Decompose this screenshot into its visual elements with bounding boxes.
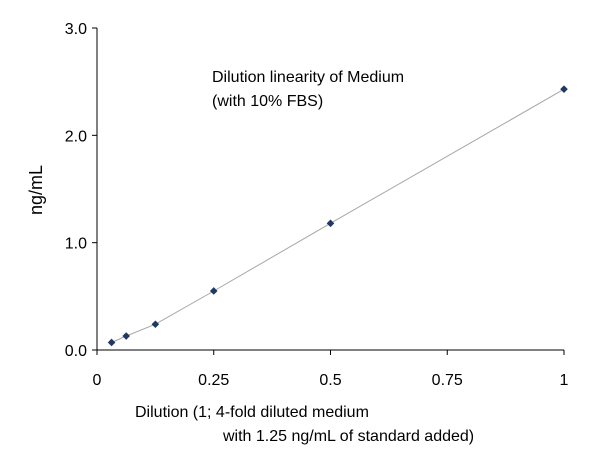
data-point	[122, 332, 130, 340]
y-axis-title: ng/mL	[26, 165, 46, 215]
x-tick-label: 0	[93, 372, 102, 389]
x-axis-title-line-1: Dilution (1; 4-fold diluted medium	[135, 404, 369, 421]
y-tick-label: 2.0	[65, 128, 87, 145]
data-point	[107, 338, 116, 347]
x-tick-label: 1	[560, 372, 569, 389]
data-point	[209, 287, 218, 295]
x-axis-title-line-2: with 1.25 ng/mL of standard added)	[222, 428, 474, 445]
y-tick-label: 0.0	[65, 343, 87, 360]
annotation-line-2: (with 10% FBS)	[212, 93, 323, 110]
data-point	[560, 85, 568, 93]
series-line	[111, 88, 565, 343]
y-tick-label: 3.0	[65, 21, 87, 38]
x-tick-label: 0.5	[319, 372, 341, 389]
x-tick-label: 0.25	[198, 372, 229, 389]
y-tick-label: 1.0	[65, 236, 87, 253]
data-point	[151, 320, 160, 329]
plot-area: 0.0 1.0 2.0 3.0 0 0.25 0.5 0.75 1	[65, 21, 569, 389]
x-tick-label: 0.75	[432, 372, 463, 389]
data-point	[326, 219, 335, 228]
annotation-line-1: Dilution linearity of Medium	[212, 69, 404, 86]
